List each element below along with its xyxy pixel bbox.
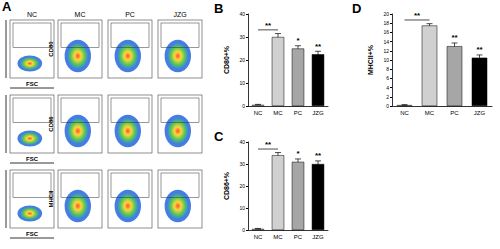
svg-text:JZG: JZG [474,110,486,116]
svg-text:0: 0 [386,103,389,109]
svg-text:**: ** [265,140,272,149]
svg-text:NC: NC [254,110,263,116]
svg-text:12: 12 [383,48,389,54]
svg-text:C: C [214,129,224,144]
svg-text:CD86: CD86 [48,116,54,132]
svg-text:CD80: CD80 [48,41,54,57]
svg-text:*: * [296,36,300,45]
svg-text:0: 0 [242,103,245,109]
svg-text:MHCII: MHCII [48,190,54,207]
svg-text:PC: PC [294,234,303,240]
svg-text:JZG: JZG [173,11,186,18]
svg-text:30: 30 [239,161,245,167]
svg-text:**: ** [414,11,421,20]
svg-text:0: 0 [242,227,245,233]
svg-text:6: 6 [386,75,389,81]
svg-text:20: 20 [239,57,245,63]
svg-text:**: ** [265,21,272,30]
svg-text:NC: NC [254,234,263,240]
svg-text:MC: MC [75,11,86,18]
svg-text:B: B [214,1,223,16]
svg-text:PC: PC [294,110,303,116]
svg-text:FSC: FSC [26,231,39,237]
svg-text:2: 2 [386,94,389,100]
svg-text:14: 14 [383,39,389,45]
svg-text:PC: PC [125,11,135,18]
svg-text:18: 18 [383,20,389,26]
svg-text:8: 8 [386,66,389,72]
svg-text:FSC: FSC [26,156,39,162]
svg-text:40: 40 [239,11,245,17]
svg-text:JZG: JZG [312,234,324,240]
svg-text:20: 20 [383,11,389,17]
svg-text:MC: MC [273,234,283,240]
svg-text:20: 20 [239,183,245,189]
svg-text:30: 30 [239,34,245,40]
svg-text:40: 40 [239,139,245,145]
svg-text:16: 16 [383,29,389,35]
svg-text:JZG: JZG [312,110,324,116]
svg-text:NC: NC [27,11,37,18]
svg-text:MC: MC [273,110,283,116]
svg-text:MHCII+%: MHCII+% [367,44,374,75]
svg-text:NC: NC [400,110,409,116]
svg-text:FSC: FSC [26,81,39,87]
svg-text:10: 10 [239,80,245,86]
svg-text:10: 10 [239,205,245,211]
svg-text:*: * [296,149,300,158]
svg-text:**: ** [315,151,322,160]
svg-text:4: 4 [386,85,389,91]
svg-text:MC: MC [425,110,435,116]
svg-text:PC: PC [450,110,459,116]
svg-text:10: 10 [383,57,389,63]
svg-text:CD80+%: CD80+% [223,45,230,74]
svg-text:CD86+%: CD86+% [223,171,230,200]
svg-text:**: ** [476,45,483,54]
svg-text:A: A [2,0,12,14]
svg-text:D: D [352,1,361,16]
svg-text:**: ** [451,33,458,42]
svg-text:**: ** [315,42,322,51]
